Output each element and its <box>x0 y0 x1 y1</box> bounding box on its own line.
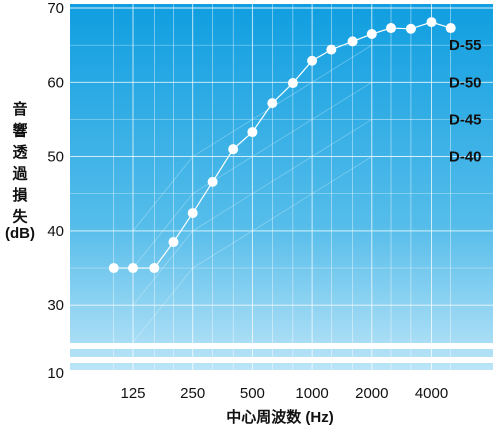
reference-curve-d-45 <box>132 119 432 306</box>
data-point <box>187 208 198 219</box>
grid <box>70 4 493 374</box>
data-point <box>128 263 138 274</box>
data-series <box>108 17 456 274</box>
data-point <box>108 263 119 274</box>
data-point <box>307 55 318 66</box>
data-point <box>207 176 218 187</box>
x-tick-label: 4000 <box>415 385 448 402</box>
y-axis-label-char: (dB) <box>5 225 35 242</box>
y-tick-label: 50 <box>47 149 64 166</box>
reference-curve-label: D-55 <box>449 37 482 54</box>
reference-curve-label: D-45 <box>449 111 482 128</box>
axis-break <box>70 343 493 375</box>
y-tick-label: 60 <box>47 74 64 91</box>
y-tick-label: 40 <box>47 223 64 240</box>
reference-curve-d-50 <box>132 81 432 269</box>
y-axis-label-char: 響 <box>12 122 27 140</box>
x-tick-label: 1000 <box>295 385 328 402</box>
y-axis-label-char: 透 <box>12 144 28 161</box>
y-axis-label-char: 過 <box>11 166 28 183</box>
y-tick-label: 10 <box>47 365 64 382</box>
data-point <box>347 36 358 47</box>
x-tick-labels: 125 250 500 1000 2000 4000 <box>120 385 448 402</box>
y-axis-label-char: 損 <box>12 186 28 204</box>
data-point <box>228 144 239 155</box>
data-point <box>366 29 377 40</box>
x-axis-label: 中心周波数 (Hz) <box>226 408 334 426</box>
data-point <box>386 23 397 34</box>
x-tick-label: 500 <box>240 385 265 402</box>
x-tick-label: 250 <box>180 385 205 402</box>
reference-curve-d-40 <box>132 156 432 343</box>
axis-break-band <box>70 370 493 375</box>
reference-curve-d-55 <box>132 44 432 232</box>
y-axis-label-char: 失 <box>12 208 28 226</box>
y-tick-label: 70 <box>47 0 64 17</box>
data-point <box>326 44 337 55</box>
y-tick-labels: 70 60 50 40 30 10 <box>47 0 64 382</box>
data-point <box>267 98 278 109</box>
axis-break-band <box>70 343 493 349</box>
plot-area <box>70 4 493 374</box>
axis-break-band <box>70 357 493 363</box>
data-point <box>426 17 437 28</box>
reference-curve-label: D-40 <box>449 149 482 166</box>
reference-curves <box>132 44 432 343</box>
reference-curve-labels: D-55 D-50 D-45 D-40 <box>449 37 482 165</box>
data-point <box>149 263 160 274</box>
data-point <box>405 23 416 34</box>
x-tick-label: 125 <box>120 385 145 402</box>
data-point <box>445 23 456 34</box>
x-tick-label: 2000 <box>355 385 388 402</box>
data-point <box>247 127 258 138</box>
data-point <box>168 237 179 248</box>
reference-curve-label: D-50 <box>449 74 482 91</box>
y-tick-label: 30 <box>47 297 64 314</box>
data-point <box>287 78 298 89</box>
y-axis-label-char: 音 <box>12 100 27 118</box>
